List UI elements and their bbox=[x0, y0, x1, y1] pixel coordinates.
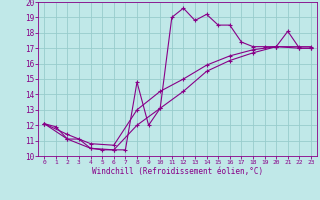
X-axis label: Windchill (Refroidissement éolien,°C): Windchill (Refroidissement éolien,°C) bbox=[92, 167, 263, 176]
